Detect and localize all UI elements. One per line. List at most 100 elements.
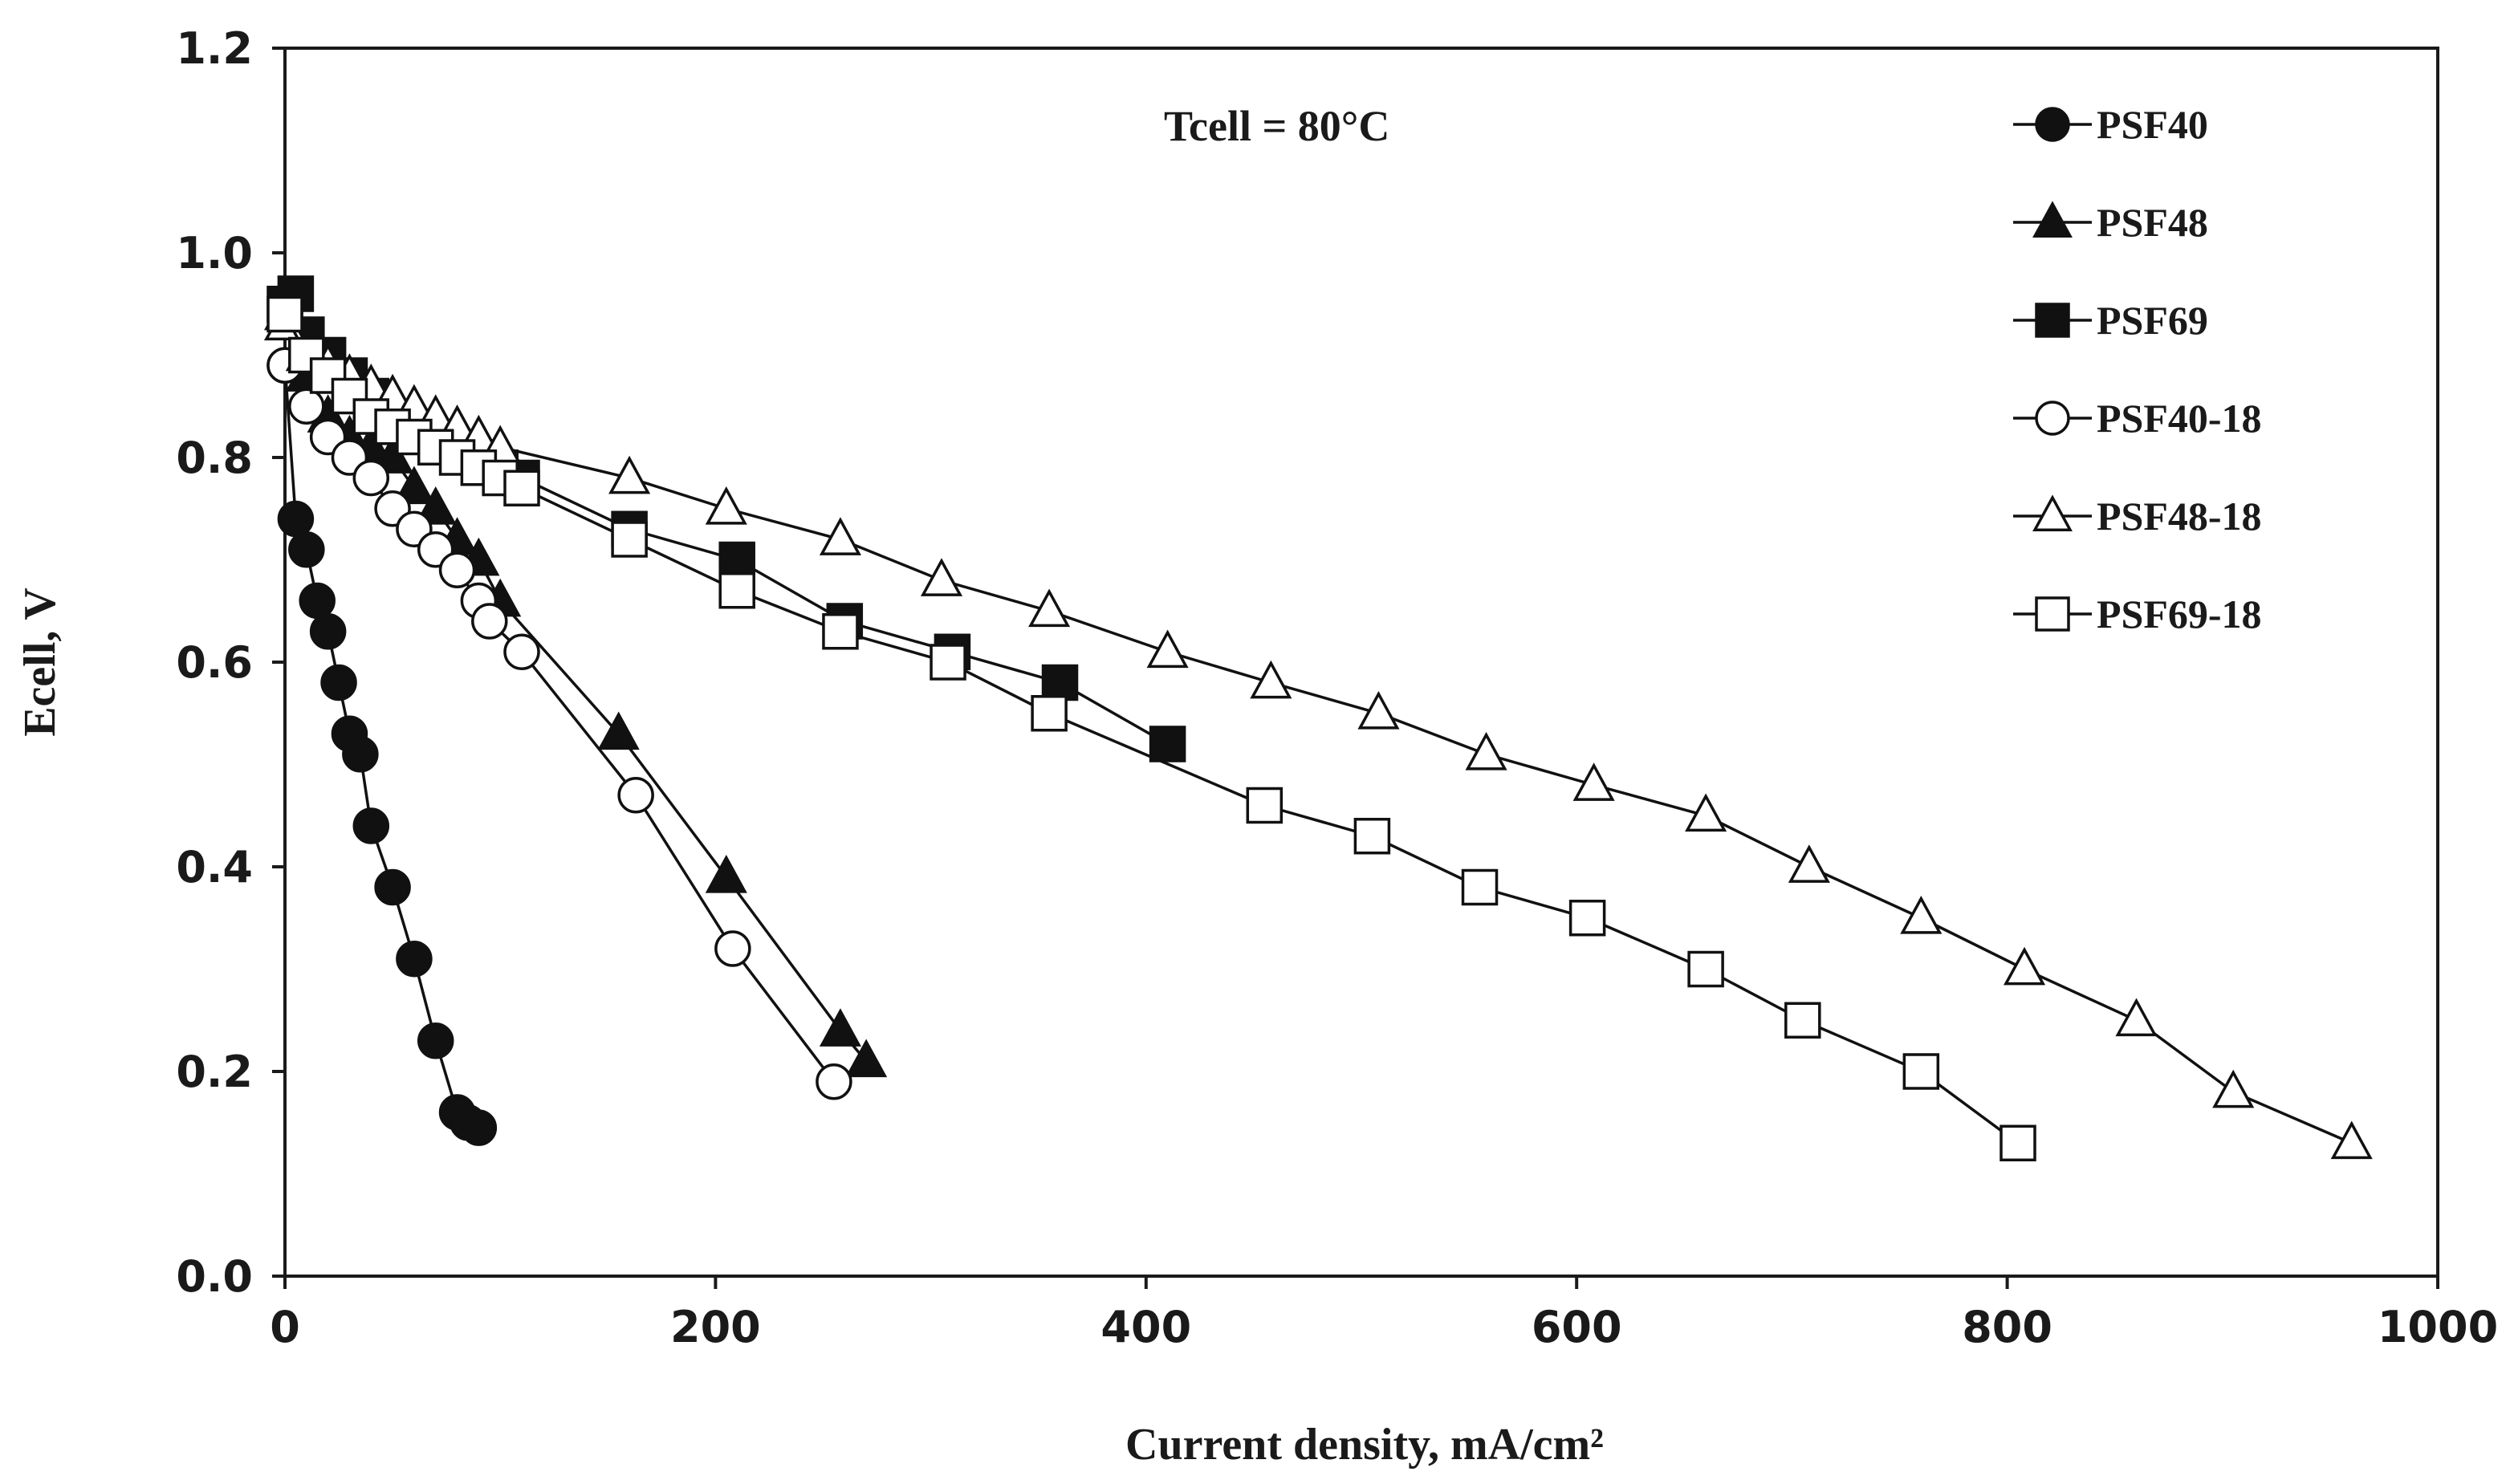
data-point-psf69-18 [1461,868,1499,906]
data-point-psf48 [705,854,747,893]
data-point-psf40 [417,1023,454,1059]
data-point-psf48 [414,486,457,525]
data-point-psf40 [374,868,411,906]
data-point-psf69-18 [1246,787,1284,824]
data-point-psf69-18 [1687,950,1724,988]
y-axis-title: Ecell, V [15,588,65,737]
data-point-psf69-18 [503,470,540,506]
y-tick-label: 0.4 [176,842,253,892]
data-point-psf40-18 [617,777,654,814]
x-tick-label: 400 [1100,1302,1191,1352]
legend-marker [2035,596,2070,632]
y-tick-label: 0.6 [176,637,253,688]
series-psf40-18 [266,347,852,1100]
series-psf40 [266,347,498,1146]
annotation-tcell: Tcell = 80°C [1164,102,1389,150]
data-point-psf69-18 [1353,818,1391,855]
data-point-psf48-18 [2004,946,2046,986]
x-tick-label: 1000 [2378,1302,2498,1352]
x-tick-label: 800 [1962,1302,2052,1352]
data-point-psf48 [845,1039,888,1078]
y-tick-label: 0.2 [176,1047,253,1097]
data-point-psf48 [393,466,435,505]
data-point-psf40-18 [714,930,751,967]
data-point-psf40-18 [352,459,390,497]
legend-item-psf40: PSF40 [2013,102,2208,147]
data-point-psf48-18 [2330,1120,2373,1160]
data-point-psf48 [597,711,640,750]
x-tick-label: 0 [270,1302,300,1352]
legend: PSF40 PSF48 PSF69 PSF40-18 PSF48-18 PSF69-18 [2013,102,2262,636]
legend-marker [2035,303,2070,338]
legend-item-psf69-18: PSF69-18 [2013,592,2262,636]
data-point-psf48-18 [1788,844,1830,883]
data-point-psf69-18 [718,572,755,609]
axis-ticks: 0 200 400 600 800 1000 0.0 0.2 0.4 0.6 0.8 1.0 1.2 [176,23,2498,1352]
data-point-psf40-18 [438,551,476,588]
legend-label: PSF69-18 [2097,592,2262,636]
data-point-psf48-18 [705,486,747,525]
data-point-psf48-18 [1465,731,1507,770]
legend-item-psf40-18: PSF40-18 [2013,396,2262,441]
data-point-psf48-18 [920,558,963,596]
series-line-psf48-18 [283,323,2353,1145]
data-point-psf40 [352,807,390,844]
data-point-psf48-18 [1250,660,1292,699]
series-psf48-18 [263,302,2373,1160]
legend-label: PSF69 [2097,298,2208,343]
data-point-psf40-18 [503,633,540,670]
legend-marker [2032,201,2073,238]
data-point-psf48-18 [2115,998,2158,1037]
data-point-psf48-18 [2212,1069,2255,1108]
data-point-psf40 [299,582,336,620]
data-point-psf40 [320,664,357,701]
series-psf69-18 [266,295,2036,1161]
data-point-psf69-18 [1568,900,1606,937]
y-tick-label: 1.2 [176,23,253,74]
y-tick-label: 0.8 [176,433,253,483]
data-point-psf40 [396,941,433,978]
legend-item-psf48: PSF48 [2013,200,2208,245]
data-point-psf69 [1149,726,1186,762]
data-series [263,275,2373,1161]
data-point-psf69-18 [1902,1053,1940,1090]
data-point-psf40-18 [471,603,508,640]
legend-label: PSF48 [2097,200,2208,245]
y-tick-label: 1.0 [176,228,253,279]
data-point-psf69-18 [611,521,648,558]
data-point-psf69-18 [1031,695,1068,732]
data-point-psf48 [819,1008,862,1047]
data-point-psf48-18 [819,517,862,555]
data-point-psf69-18 [822,613,859,650]
legend-item-psf48-18: PSF48-18 [2013,494,2262,539]
x-axis-title: Current density, mA/cm² [1125,1420,1604,1470]
legend-item-psf69: PSF69 [2013,298,2208,343]
data-point-psf69 [718,541,755,579]
legend-label: PSF40 [2097,102,2208,147]
data-point-psf48-18 [1146,629,1189,669]
data-point-psf69 [1041,664,1079,701]
data-point-psf48-18 [608,455,651,494]
data-point-psf40 [288,531,325,568]
data-point-psf48-18 [1357,690,1400,730]
data-point-psf40 [342,736,379,773]
data-point-psf69-18 [930,644,966,681]
data-point-psf69-18 [266,295,303,333]
data-point-psf48-18 [1900,895,1943,934]
data-point-psf69-18 [1784,1002,1821,1039]
legend-marker [2032,494,2073,531]
data-point-psf48-18 [1685,793,1727,832]
data-point-psf40-18 [288,388,325,425]
x-tick-label: 600 [1532,1302,1622,1352]
data-point-psf48-18 [1572,762,1615,801]
data-point-psf40-18 [816,1063,852,1100]
data-point-psf48-18 [1028,588,1071,628]
y-tick-label: 0.0 [176,1251,253,1302]
legend-label: PSF40-18 [2097,396,2262,441]
legend-marker [2035,107,2070,142]
data-point-psf69-18 [2000,1124,2036,1161]
legend-label: PSF48-18 [2097,494,2262,539]
legend-marker [2035,400,2070,436]
data-point-psf40 [277,500,315,538]
